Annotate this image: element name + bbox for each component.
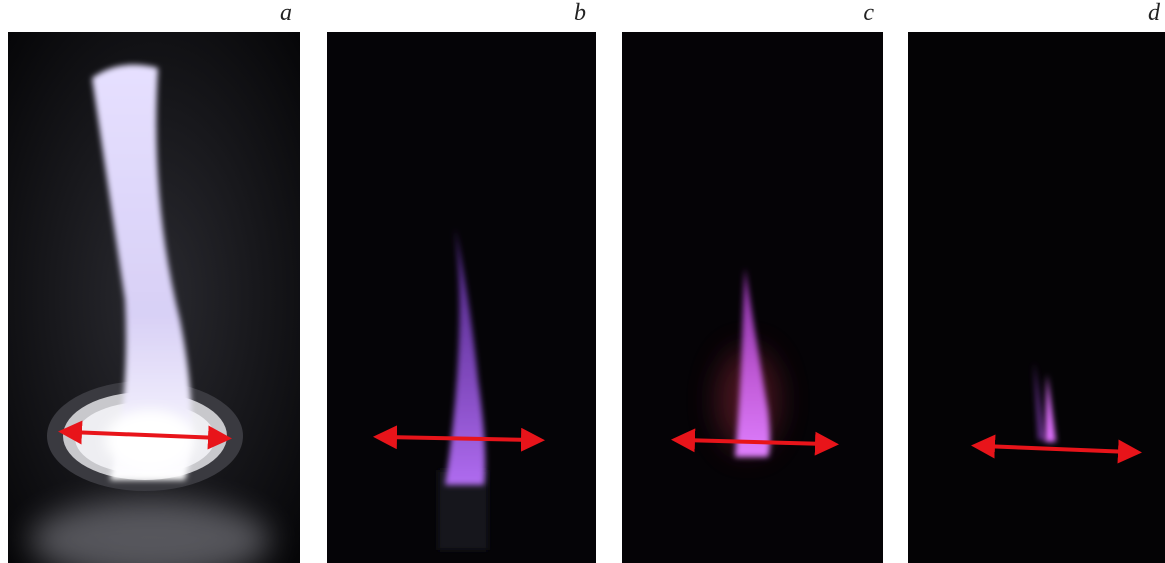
panel-label: b [574,0,586,26]
photo [622,32,883,563]
panel-label: a [280,0,292,26]
panel-label: c [863,0,874,26]
photo [908,32,1165,563]
plume [92,64,192,481]
panel-d [908,32,1165,563]
panel-b [327,32,596,563]
arrow [373,425,545,452]
plume [445,228,486,485]
plume [1045,374,1056,442]
panel-a [8,32,300,563]
panel-label: d [1148,0,1161,26]
arrow [971,434,1142,464]
arrow [58,420,232,450]
panel-c [622,32,883,563]
arrow [671,428,839,456]
plume [735,268,770,457]
